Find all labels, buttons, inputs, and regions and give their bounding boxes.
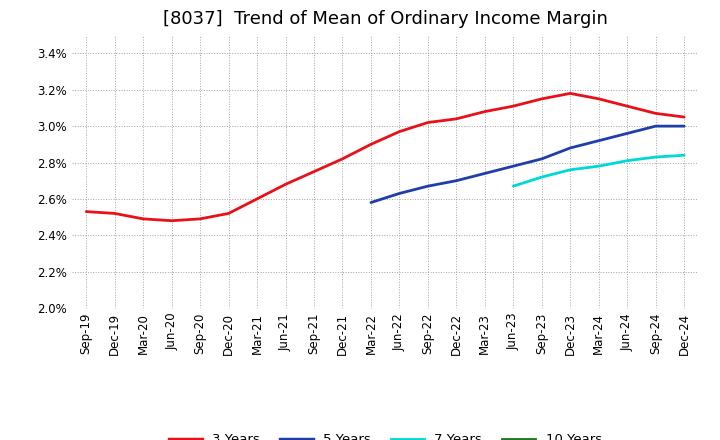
5 Years	[366, 200, 375, 205]
3 Years	[82, 209, 91, 214]
3 Years	[680, 114, 688, 120]
3 Years	[253, 196, 261, 202]
3 Years	[196, 216, 204, 221]
3 Years	[395, 129, 404, 134]
5 Years	[423, 183, 432, 189]
7 Years	[652, 154, 660, 160]
3 Years	[595, 96, 603, 102]
5 Years	[680, 124, 688, 129]
5 Years	[480, 171, 489, 176]
Title: [8037]  Trend of Mean of Ordinary Income Margin: [8037] Trend of Mean of Ordinary Income …	[163, 10, 608, 28]
5 Years	[537, 156, 546, 161]
3 Years	[110, 211, 119, 216]
3 Years	[452, 116, 461, 121]
Line: 5 Years: 5 Years	[371, 126, 684, 202]
7 Years	[566, 167, 575, 172]
3 Years	[282, 182, 290, 187]
7 Years	[537, 174, 546, 180]
3 Years	[366, 142, 375, 147]
5 Years	[566, 145, 575, 150]
5 Years	[509, 164, 518, 169]
Line: 7 Years: 7 Years	[513, 155, 684, 186]
Line: 3 Years: 3 Years	[86, 93, 684, 221]
7 Years	[680, 153, 688, 158]
3 Years	[423, 120, 432, 125]
3 Years	[225, 211, 233, 216]
3 Years	[652, 111, 660, 116]
5 Years	[652, 124, 660, 129]
Legend: 3 Years, 5 Years, 7 Years, 10 Years: 3 Years, 5 Years, 7 Years, 10 Years	[163, 428, 607, 440]
3 Years	[480, 109, 489, 114]
3 Years	[509, 103, 518, 109]
3 Years	[338, 156, 347, 161]
3 Years	[623, 103, 631, 109]
3 Years	[537, 96, 546, 102]
5 Years	[395, 191, 404, 196]
3 Years	[139, 216, 148, 221]
7 Years	[623, 158, 631, 163]
7 Years	[595, 164, 603, 169]
3 Years	[310, 169, 318, 174]
5 Years	[623, 131, 631, 136]
3 Years	[566, 91, 575, 96]
7 Years	[509, 183, 518, 189]
5 Years	[595, 138, 603, 143]
3 Years	[167, 218, 176, 224]
5 Years	[452, 178, 461, 183]
